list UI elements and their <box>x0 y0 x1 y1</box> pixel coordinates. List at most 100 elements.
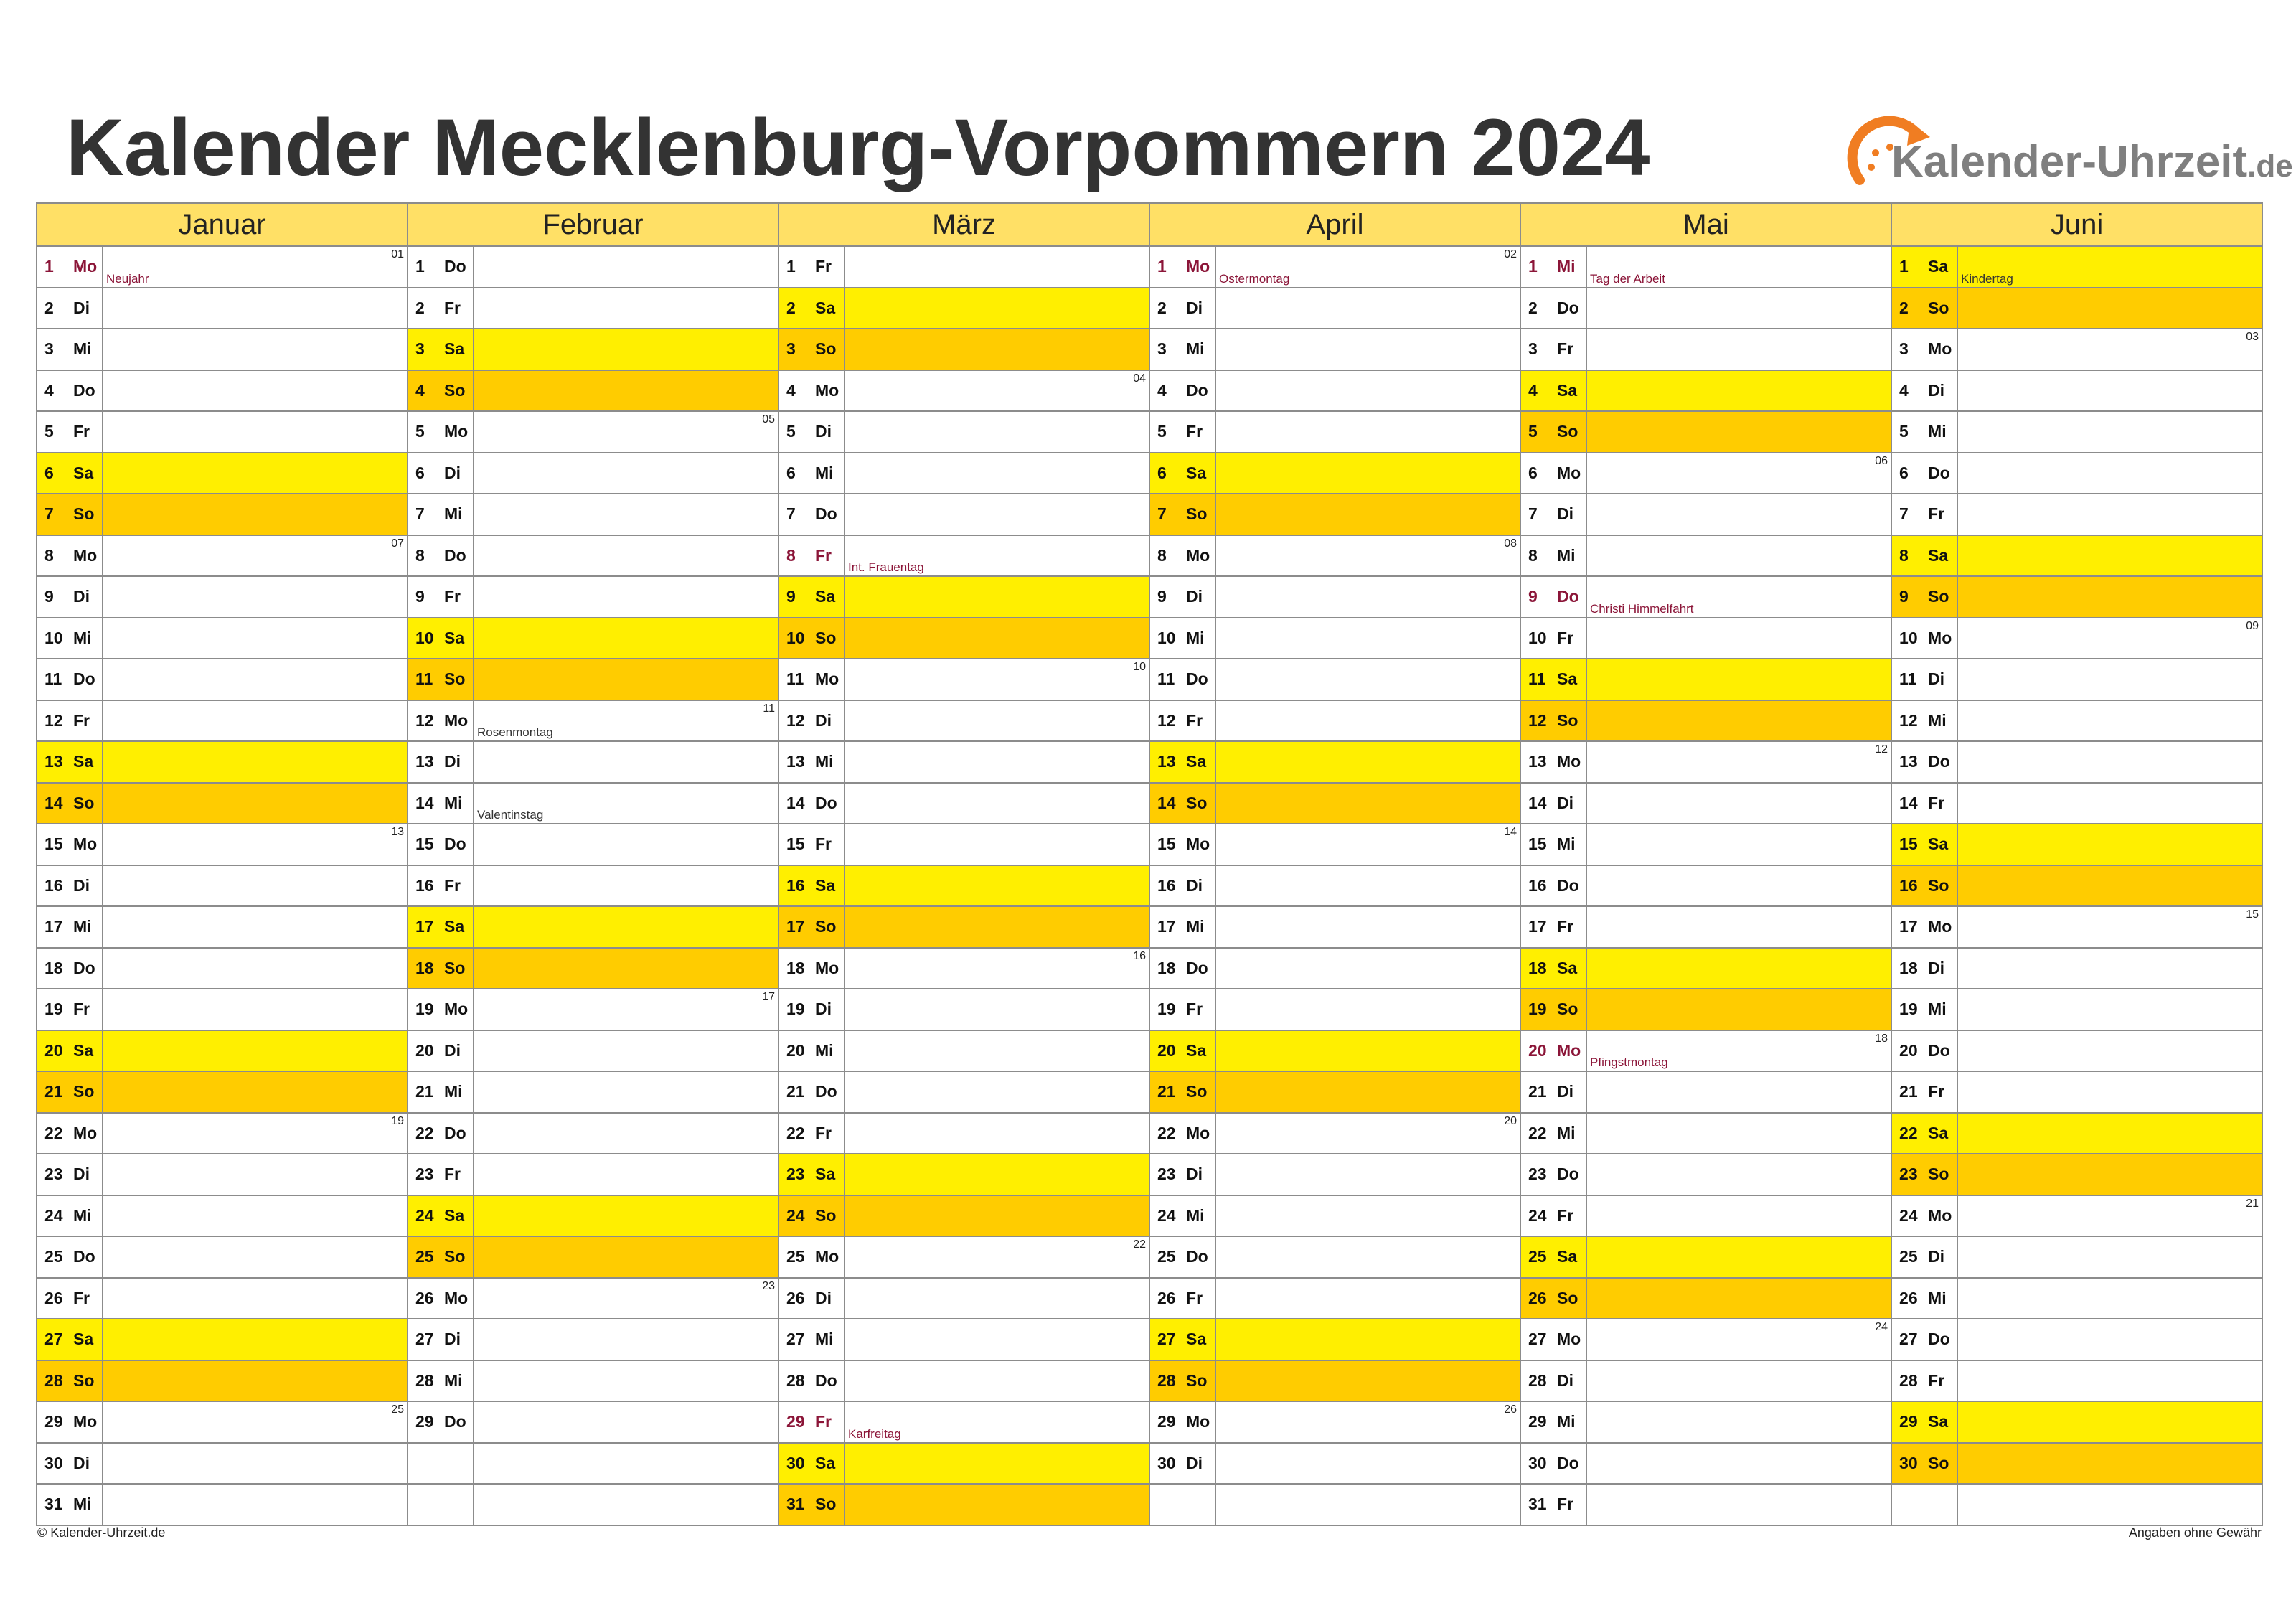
day-number: 4 <box>44 380 54 400</box>
day-number: 10 <box>1528 628 1547 647</box>
day-number: 1 <box>1528 257 1538 276</box>
weekday-label: Fr <box>1186 422 1203 441</box>
entry-cell <box>473 1029 779 1072</box>
weekday-label: Mi <box>444 504 463 524</box>
entry-cell <box>1586 1483 1893 1526</box>
weekday-label: So <box>815 1205 837 1225</box>
day-cell: 21 So <box>36 1071 103 1114</box>
entry-cell: 16 <box>843 946 1151 989</box>
weekday-label: Di <box>73 298 90 317</box>
weekday-label: Sa <box>444 339 465 359</box>
entry-cell: 03 <box>1957 328 2264 371</box>
entry-cell <box>473 1111 779 1154</box>
day-number: 15 <box>44 834 63 854</box>
day-cell: 9 Do <box>1520 575 1588 618</box>
entry-cell <box>1586 1441 1893 1485</box>
weekday-label: Do <box>73 958 95 977</box>
day-number: 20 <box>786 1040 805 1060</box>
day-number: 25 <box>1899 1247 1918 1266</box>
weekday-label: Fr <box>73 1288 90 1307</box>
entry-cell <box>843 988 1151 1031</box>
weekday-label: Mo <box>73 1412 98 1431</box>
day-cell: 27 Di <box>407 1318 474 1361</box>
entry-cell <box>102 740 408 784</box>
day-cell: 2 So <box>1891 286 1959 329</box>
day-cell: 10 Sa <box>407 616 474 659</box>
day-number: 17 <box>1157 917 1176 936</box>
weekday-label: Sa <box>444 1205 465 1225</box>
day-number: 14 <box>1157 793 1176 812</box>
week-number: 04 <box>1133 372 1147 385</box>
entry-cell <box>102 451 408 494</box>
weekday-label: Fr <box>1186 999 1203 1019</box>
day-number: 2 <box>415 298 425 317</box>
day-number: 26 <box>786 1288 805 1307</box>
day-cell: 28 Fr <box>1891 1359 1959 1402</box>
entry-cell <box>1957 1236 2264 1279</box>
entry-cell: 06 <box>1586 451 1893 494</box>
weekday-label: Mo <box>1186 1123 1210 1142</box>
day-row: 3 Mi 3 Sa 3 So 3 Mi 3 Fr 3 Mo 03 <box>36 328 2264 371</box>
day-cell: 10 Fr <box>1520 616 1588 659</box>
day-number: 23 <box>1528 1165 1547 1184</box>
entry-cell <box>473 616 779 659</box>
weekday-label: So <box>815 917 837 936</box>
entry-cell <box>1215 740 1522 784</box>
day-number: 20 <box>1899 1040 1918 1060</box>
day-number: 7 <box>1157 504 1167 524</box>
weekday-label: Mi <box>1557 1123 1576 1142</box>
weekday-label: So <box>1928 1165 1949 1184</box>
day-cell: 18 Sa <box>1520 946 1588 989</box>
day-cell: 3 Mi <box>36 328 103 371</box>
weekday-label: Mo <box>73 257 98 276</box>
week-number: 07 <box>391 537 404 550</box>
day-cell: 2 Fr <box>407 286 474 329</box>
entry-cell <box>102 1359 408 1402</box>
day-cell: 13 Sa <box>36 740 103 784</box>
day-row: 28 So 28 Mi 28 Do 28 So 28 Di 28 Fr <box>36 1359 2264 1402</box>
day-number: 7 <box>1899 504 1909 524</box>
entry-cell <box>843 1111 1151 1154</box>
entry-cell <box>473 328 779 371</box>
entry-cell <box>843 493 1151 536</box>
entry-cell <box>1957 575 2264 618</box>
weekday-label: Di <box>444 752 461 771</box>
day-number: 3 <box>44 339 54 359</box>
day-cell: 2 Sa <box>778 286 845 329</box>
day-cell: 16 Do <box>1520 864 1588 907</box>
day-number: 1 <box>44 257 54 276</box>
day-number: 22 <box>1157 1123 1176 1142</box>
day-row: 5 Fr 5 Mo 05 5 Di 5 Fr 5 So 5 Mi <box>36 410 2264 453</box>
day-number: 12 <box>415 710 434 730</box>
weekday-label: Do <box>444 834 466 854</box>
day-row: 7 So 7 Mi 7 Do 7 So 7 Di 7 Fr <box>36 493 2264 536</box>
weekday-label: Sa <box>1928 1123 1949 1142</box>
weekday-label: Do <box>73 1247 95 1266</box>
entry-cell <box>843 1318 1151 1361</box>
weekday-label: So <box>1557 999 1578 1019</box>
weekday-label: Sa <box>815 875 836 895</box>
weekday-label: Do <box>1557 1165 1579 1184</box>
weekday-label: Mo <box>815 1247 839 1266</box>
day-number: 23 <box>1157 1165 1176 1184</box>
entry-cell <box>1586 1276 1893 1319</box>
day-cell: 8 Mi <box>1520 534 1588 577</box>
entry-cell <box>473 864 779 907</box>
entry-cell <box>473 369 779 412</box>
empty-cell <box>473 1441 779 1485</box>
entry-cell: Kindertag <box>1957 245 2264 288</box>
weekday-label: Di <box>73 875 90 895</box>
entry-cell <box>102 1194 408 1237</box>
day-cell: 17 Fr <box>1520 905 1588 949</box>
day-number: 2 <box>786 298 796 317</box>
day-number: 20 <box>44 1040 63 1060</box>
weekday-label: Mo <box>1928 1205 1952 1225</box>
entry-cell <box>843 245 1151 288</box>
weekday-label: Fr <box>1557 1495 1574 1514</box>
entry-cell <box>1586 1153 1893 1196</box>
day-number: 16 <box>44 875 63 895</box>
day-cell: 17 So <box>778 905 845 949</box>
day-cell: 26 Mo <box>407 1276 474 1319</box>
day-cell: 11 Sa <box>1520 658 1588 701</box>
day-cell: 5 So <box>1520 410 1588 453</box>
